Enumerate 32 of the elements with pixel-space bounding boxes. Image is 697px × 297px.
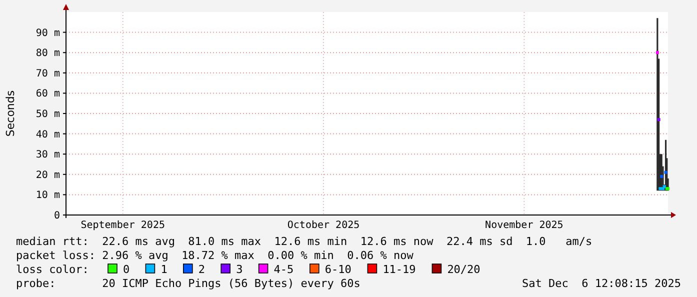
y-tick-label: 70 m — [36, 68, 60, 80]
y-tick-label: 50 m — [36, 109, 60, 120]
text: Sat Dec 6 12:08:15 2025 — [522, 277, 681, 290]
x-tick-label: November 2025 — [485, 220, 564, 231]
point — [656, 51, 659, 54]
legend-label: 20/20 — [447, 263, 480, 276]
point — [664, 170, 668, 174]
y-tick-label: 0 — [54, 210, 60, 222]
x-tick-label: October 2025 — [287, 220, 360, 231]
legend-label: 6-10 — [324, 263, 352, 276]
legend-title: loss color: — [16, 263, 89, 276]
text: packet loss: 2.96 % avg 18.72 % max 0.00 % min 0.06 % now — [16, 249, 414, 262]
legend-label: 1 — [160, 263, 168, 276]
y-tick-label: 90 m — [36, 28, 60, 39]
legend-label: 0 — [123, 263, 130, 276]
legend-label: 3 — [236, 263, 243, 276]
y-axis-title: Seconds — [4, 90, 17, 137]
y-tick-label: 60 m — [36, 88, 60, 100]
point — [658, 187, 662, 190]
text: median rtt: 22.6 ms avg 81.0 ms max 12.6 ms min 12.6 ms now 22.4 ms sd 1.0 am/s — [16, 235, 592, 248]
point — [657, 118, 660, 122]
legend-label: 4-5 — [274, 263, 294, 276]
text: probe: 20 ICMP Echo Pings (56 Bytes) every 60s — [16, 277, 360, 290]
x-tick-label: September 2025 — [80, 220, 166, 231]
y-tick-label: 40 m — [36, 129, 60, 140]
legend-label: 11-19 — [382, 263, 416, 276]
y-tick-label: 80 m — [36, 48, 60, 60]
point — [660, 174, 664, 178]
y-tick-label: 10 m — [36, 190, 60, 202]
y-tick-label: 20 m — [36, 170, 60, 181]
legend-label: 2 — [198, 263, 206, 276]
y-tick-label: 30 m — [36, 150, 60, 161]
